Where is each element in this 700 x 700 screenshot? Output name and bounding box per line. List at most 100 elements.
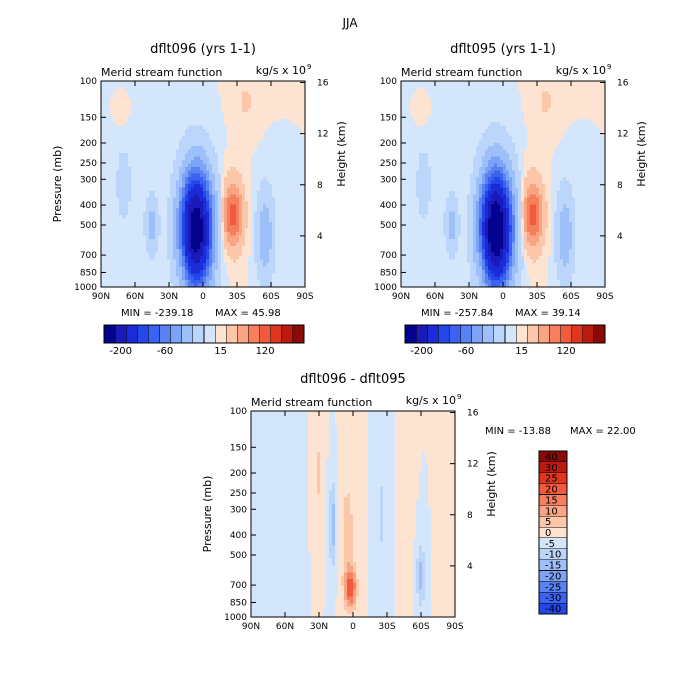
field-cell	[131, 242, 135, 247]
field-cell	[146, 146, 150, 151]
field-cell	[227, 173, 231, 178]
field-cell	[245, 135, 249, 140]
field-cell	[164, 242, 168, 247]
field-cell	[158, 201, 162, 205]
field-cell	[431, 184, 435, 188]
field-cell	[410, 242, 414, 247]
field-cell	[125, 218, 129, 223]
field-cell	[296, 249, 300, 254]
field-cell	[161, 129, 165, 133]
field-cell	[170, 218, 174, 223]
field-cell	[260, 81, 264, 85]
field-cell	[302, 118, 306, 123]
field-cell	[416, 94, 420, 99]
field-cell	[149, 280, 153, 284]
field-cell	[197, 204, 201, 209]
field-cell	[170, 225, 174, 230]
field-cell	[185, 201, 189, 205]
field-cell	[179, 276, 183, 281]
field-cell	[182, 129, 186, 133]
field-cell	[125, 208, 129, 212]
field-cell	[275, 166, 279, 171]
x-tick-label: 90S	[296, 292, 313, 302]
panels: dflt096 (yrs 1-1)Merid stream function kg…	[51, 42, 648, 632]
field-cell	[224, 184, 228, 188]
field-cell	[428, 269, 432, 274]
field-cell	[122, 194, 126, 199]
field-cell	[422, 252, 426, 257]
field-cell	[227, 269, 231, 274]
field-cell	[170, 266, 174, 271]
field-cell	[440, 211, 444, 216]
field-cell	[251, 118, 255, 123]
field-cell	[263, 190, 267, 195]
field-cell	[419, 129, 423, 133]
field-cell	[191, 118, 195, 123]
field-cell	[212, 132, 216, 137]
field-cell	[263, 91, 267, 96]
field-cell	[107, 266, 111, 271]
field-cell	[419, 245, 423, 250]
field-cell	[278, 256, 282, 260]
field-cell	[239, 276, 243, 281]
field-cell	[413, 142, 417, 147]
field-cell	[152, 166, 156, 171]
field-cell	[131, 163, 135, 168]
field-cell	[278, 139, 282, 144]
field-cell	[248, 91, 252, 96]
field-cell	[248, 262, 252, 267]
field-cell	[131, 170, 135, 175]
field-cell	[410, 273, 414, 278]
field-cell	[269, 115, 273, 120]
field-cell	[209, 197, 213, 202]
field-cell	[101, 276, 105, 281]
field-cell	[296, 225, 300, 230]
field-cell	[179, 166, 183, 171]
field-cell	[170, 91, 174, 96]
field-cell	[239, 208, 243, 212]
field-cell	[290, 180, 294, 185]
field-cell	[290, 242, 294, 247]
field-cell	[185, 266, 189, 271]
field-cell	[191, 105, 195, 109]
field-cell	[152, 266, 156, 271]
field-cell	[272, 81, 276, 85]
field-cell	[167, 180, 171, 185]
field-cell	[140, 225, 144, 230]
field-cell	[419, 259, 423, 264]
field-cell	[278, 283, 282, 288]
field-cell	[218, 180, 222, 185]
field-cell	[440, 170, 444, 175]
field-cell	[173, 81, 177, 85]
field-cell	[182, 249, 186, 254]
field-cell	[431, 221, 435, 226]
field-cell	[203, 153, 207, 157]
field-cell	[434, 238, 438, 243]
field-cell	[236, 208, 240, 212]
field-cell	[215, 170, 219, 175]
field-cell	[266, 129, 270, 133]
colorbar-swatch	[248, 324, 260, 344]
field-cell	[110, 184, 114, 188]
field-cell	[257, 214, 261, 219]
field-cell	[188, 194, 192, 199]
field-cell	[422, 225, 426, 230]
field-cell	[107, 273, 111, 278]
field-cell	[185, 194, 189, 199]
field-cell	[167, 105, 171, 109]
field-cell	[263, 283, 267, 288]
field-cell	[128, 225, 132, 230]
field-cell	[113, 201, 117, 205]
field-cell	[293, 105, 297, 109]
field-cell	[275, 194, 279, 199]
field-cell	[269, 170, 273, 175]
field-cell	[425, 232, 429, 236]
field-cell	[152, 190, 156, 195]
field-cell	[404, 269, 408, 274]
field-cell	[188, 228, 192, 233]
field-cell	[128, 105, 132, 109]
field-cell	[128, 166, 132, 171]
field-cell	[419, 159, 423, 164]
field-cell	[188, 132, 192, 137]
field-cell	[134, 214, 138, 219]
